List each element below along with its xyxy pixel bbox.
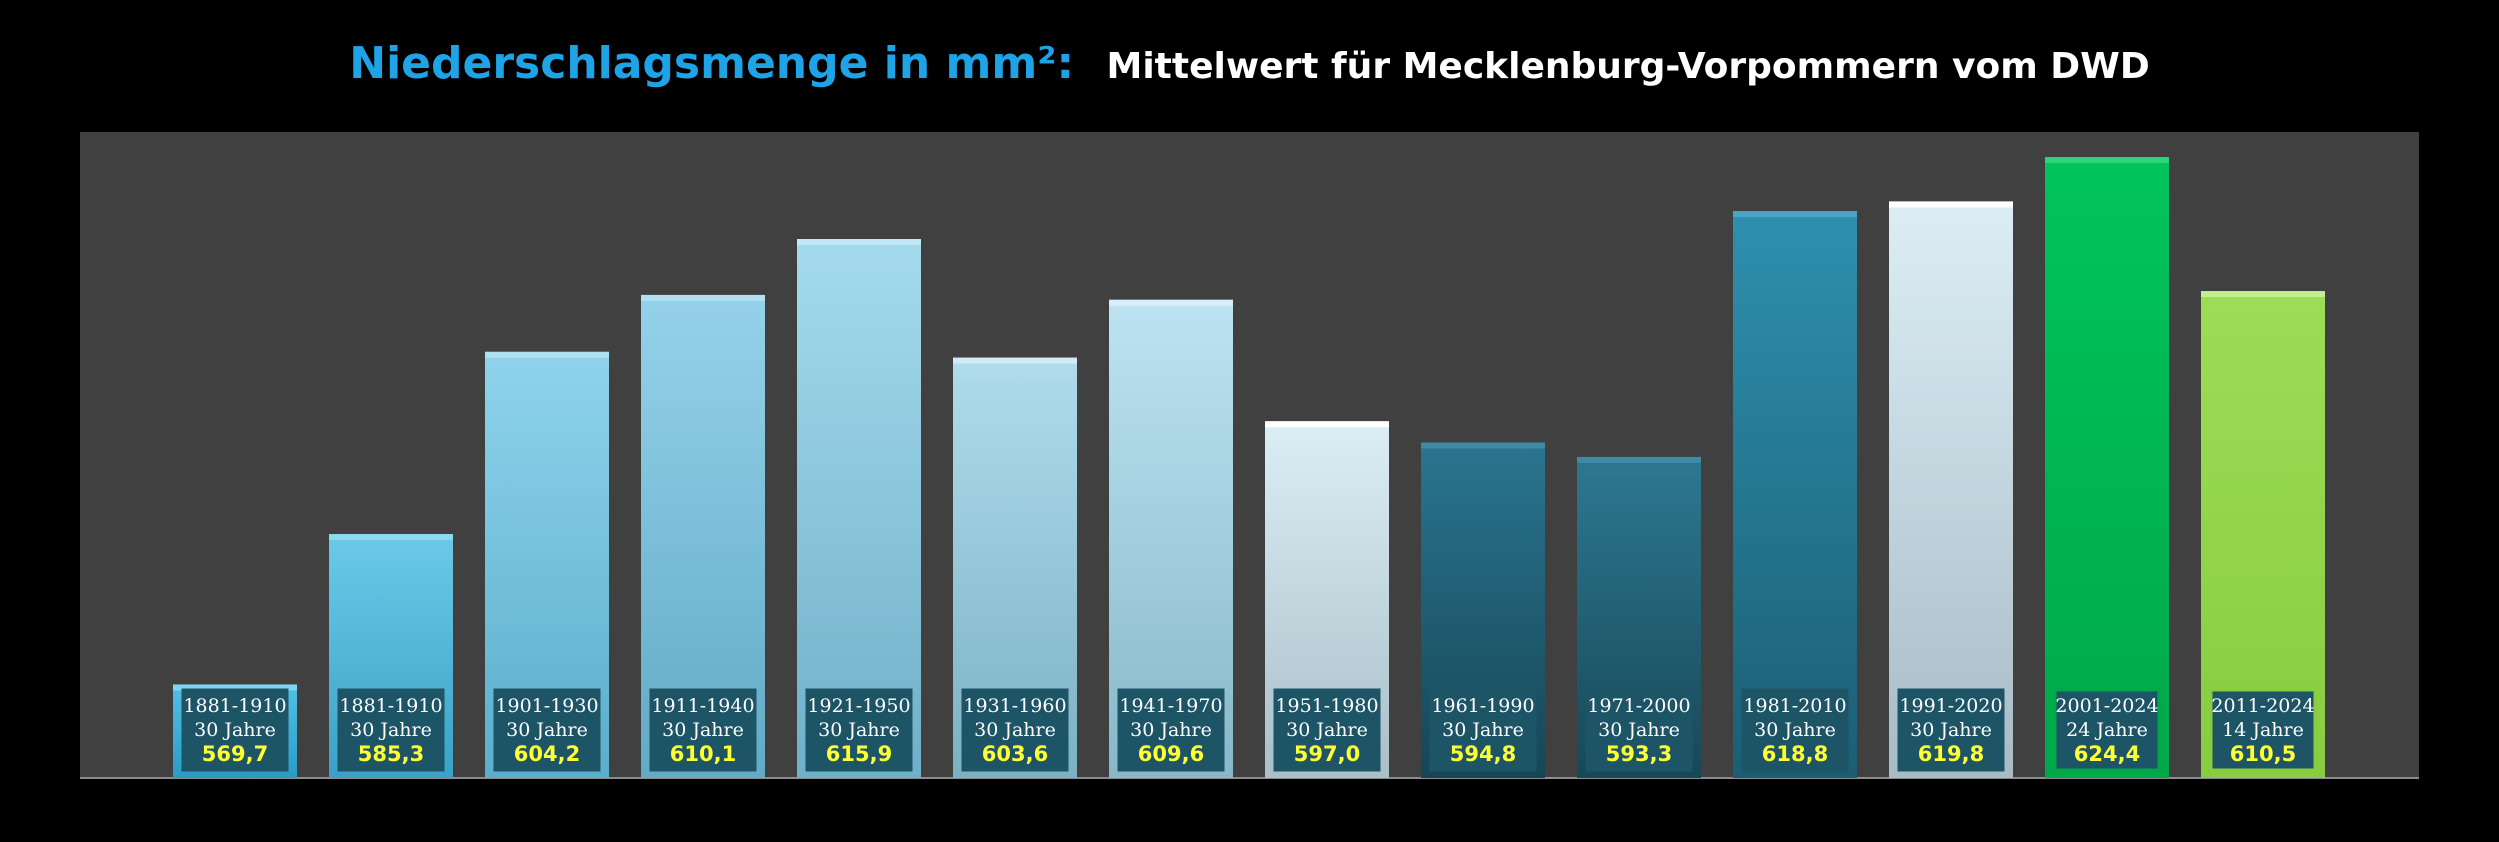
bar-duration-label: 30 Jahre [1598, 719, 1680, 741]
bar-period-label: 1911-1940 [651, 695, 754, 717]
bar-value-label: 618,8 [1762, 742, 1828, 766]
bar-value-label: 593,3 [1606, 742, 1672, 766]
bar-value-label: 609,6 [1138, 742, 1204, 766]
bar [1889, 201, 2013, 778]
bar-duration-label: 30 Jahre [1910, 719, 1992, 741]
bar-value-label: 610,5 [2230, 742, 2296, 766]
bar-period-label: 1901-1930 [495, 695, 598, 717]
bar-label-box [2209, 688, 2317, 772]
bar-duration-label: 30 Jahre [1754, 719, 1836, 741]
bar-value-label: 569,7 [202, 742, 268, 766]
bar-top-highlight [485, 351, 609, 358]
bar-top-highlight [797, 239, 921, 246]
bar-period-label: 1881-1910 [339, 695, 442, 717]
bar-period-label: 2001-2024 [2055, 695, 2158, 717]
bar-label-box [181, 688, 289, 772]
bar-period-label: 1991-2020 [1899, 695, 2002, 717]
bar-value-label: 610,1 [670, 742, 736, 766]
bar [797, 239, 921, 779]
bar-label-box [2053, 688, 2161, 772]
bar-top-highlight [1265, 421, 1389, 428]
bar-duration-label: 30 Jahre [506, 719, 588, 741]
bar-top-highlight [2201, 291, 2325, 298]
bar-period-label: 1881-1910 [183, 695, 286, 717]
bar-duration-label: 30 Jahre [974, 719, 1056, 741]
bar-value-label: 624,4 [2074, 742, 2140, 766]
bar-duration-label: 14 Jahre [2222, 719, 2304, 741]
bar-period-label: 1921-1950 [807, 695, 910, 717]
bar-value-label: 604,2 [514, 742, 580, 766]
bar-label-box [1117, 688, 1225, 772]
chart-title-main: Niederschlagsmenge in mm²: [349, 38, 1075, 89]
bar [2045, 157, 2169, 778]
chart-title-sub: Mittelwert für Mecklenburg-Vorpommern vo… [1106, 46, 2150, 87]
bar-label-box [649, 688, 757, 772]
bar-period-label: 1961-1990 [1431, 695, 1534, 717]
bar-label-box [1273, 688, 1381, 772]
bar-top-highlight [953, 357, 1077, 364]
bar-top-highlight [1421, 442, 1545, 449]
bar-duration-label: 30 Jahre [662, 719, 744, 741]
bar-duration-label: 30 Jahre [1442, 719, 1524, 741]
bar-period-label: 1941-1970 [1119, 695, 1222, 717]
bar-value-label: 594,8 [1450, 742, 1516, 766]
bar-value-label: 585,3 [358, 742, 424, 766]
bar-label-box [1429, 688, 1537, 772]
bar-value-label: 597,0 [1294, 742, 1360, 766]
bar-duration-label: 30 Jahre [350, 719, 432, 741]
bar-label-box [493, 688, 601, 772]
bar-top-highlight [1109, 299, 1233, 306]
bar-period-label: 2011-2024 [2211, 695, 2314, 717]
bar-value-label: 615,9 [826, 742, 892, 766]
plot-area [80, 132, 2419, 778]
bar-top-highlight [1577, 456, 1701, 463]
bar-value-label: 619,8 [1918, 742, 1984, 766]
bar-top-highlight [329, 534, 453, 541]
bar-duration-label: 30 Jahre [1286, 719, 1368, 741]
bar-period-label: 1931-1960 [963, 695, 1066, 717]
bar-top-highlight [641, 294, 765, 301]
bar-label-box [805, 688, 913, 772]
bar-top-highlight [173, 684, 297, 691]
bar-period-label: 1951-1980 [1275, 695, 1378, 717]
bar-top-highlight [1733, 211, 1857, 218]
bar [1733, 211, 1857, 778]
bar-label-box [1741, 688, 1849, 772]
bar-duration-label: 30 Jahre [194, 719, 276, 741]
bar-period-label: 1981-2010 [1743, 695, 1846, 717]
bar-label-box [337, 688, 445, 772]
bar-top-highlight [2045, 157, 2169, 164]
bar-label-box [961, 688, 1069, 772]
bar-label-box [1897, 688, 2005, 772]
bar-duration-label: 30 Jahre [818, 719, 900, 741]
bar-label-box [1585, 688, 1693, 772]
bar-duration-label: 30 Jahre [1130, 719, 1212, 741]
bar-top-highlight [1889, 201, 2013, 208]
bar-period-label: 1971-2000 [1587, 695, 1690, 717]
bar-duration-label: 24 Jahre [2066, 719, 2148, 741]
bar-value-label: 603,6 [982, 742, 1048, 766]
chart-title: Niederschlagsmenge in mm²: Mittelwert fü… [0, 38, 2499, 89]
